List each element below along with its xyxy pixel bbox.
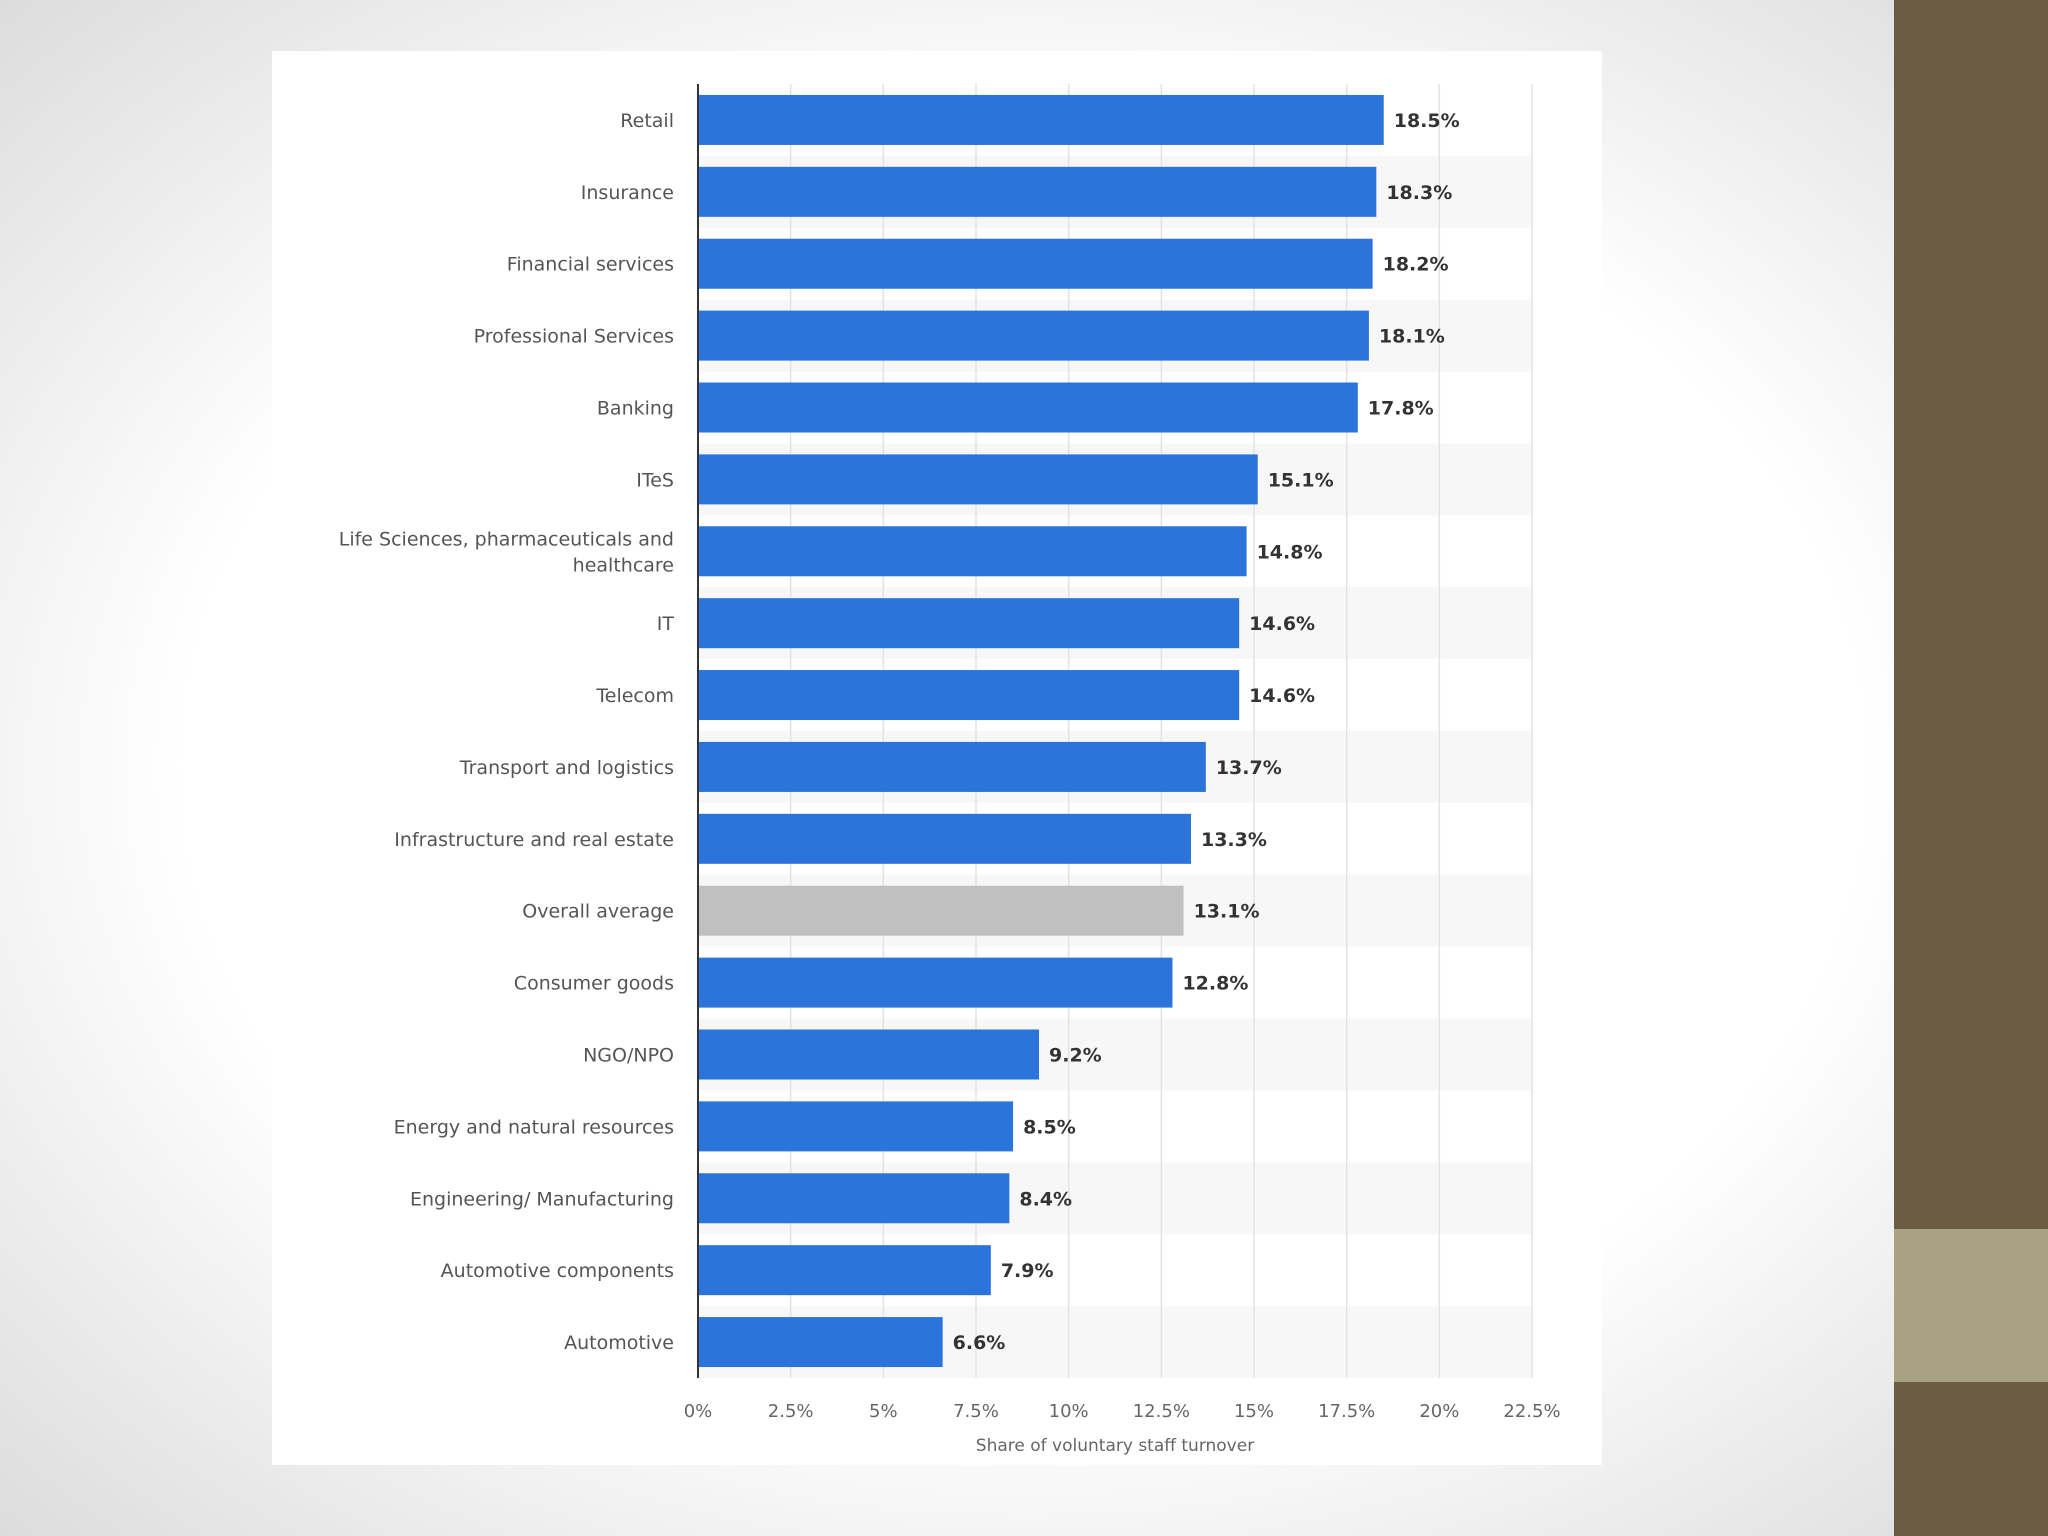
category-label: Automotive [564,1332,674,1354]
value-label: 14.6% [1249,613,1315,635]
bar [698,238,1373,289]
category-label: ITeS [636,469,674,491]
value-label: 6.6% [953,1332,1006,1354]
x-axis-title: Share of voluntary staff turnover [976,1436,1254,1456]
value-label: 13.3% [1201,829,1267,851]
x-tick-label: 17.5% [1318,1401,1375,1422]
bar [698,310,1369,361]
bar [698,1101,1014,1152]
category-label: Consumer goods [514,973,674,995]
bar [698,1317,943,1368]
x-tick-label: 5% [869,1401,898,1422]
x-tick-label: 0% [684,1401,713,1422]
value-label: 8.4% [1019,1188,1072,1210]
x-tick-label: 7.5% [953,1401,999,1422]
category-label: Overall average [522,901,674,923]
side-panel-light [1894,1229,2048,1382]
value-label: 13.1% [1194,901,1260,923]
value-label: 18.2% [1383,254,1449,276]
category-label: Insurance [581,182,674,204]
value-label: 9.2% [1049,1045,1102,1067]
value-label: 18.5% [1394,110,1460,132]
bar [698,526,1247,577]
category-label: Energy and natural resources [394,1116,674,1138]
value-label: 13.7% [1216,757,1282,779]
bar [698,382,1358,433]
grid-lines [789,84,1533,1378]
category-label: IT [657,613,675,635]
value-label: 12.8% [1182,973,1248,995]
value-label: 7.9% [1001,1260,1054,1282]
x-tick-labels: 0% 2.5% 5% 7.5% 10% 12.5% 15% 17.5% 20% 22.5% [684,1401,1561,1422]
category-label: Banking [597,398,674,420]
x-tick-label: 15% [1234,1401,1274,1422]
bars [698,94,1384,1368]
bar [698,454,1258,505]
value-label: 14.8% [1257,541,1323,563]
value-labels: 18.5% 18.3% 18.2% 18.1% 17.8% 15.1% 14.8% 14.6%… [953,110,1460,1354]
category-label: Financial services [507,254,674,276]
chart-card: Retail Insurance Financial services Profess… [272,51,1602,1465]
x-tick-label: 12.5% [1133,1401,1190,1422]
bar [698,1173,1010,1224]
category-label: NGO/NPO [583,1045,674,1067]
category-label: Transport and logistics [459,757,674,779]
x-tick-label: 22.5% [1503,1401,1560,1422]
bar [698,670,1240,721]
bar [698,1029,1040,1080]
value-label: 18.1% [1379,326,1445,348]
bar [698,598,1240,649]
bar-chart: Retail Insurance Financial services Profess… [339,84,1561,1456]
category-label: Life Sciences, pharmaceuticals and health… [339,528,674,576]
bar [698,813,1191,864]
category-label: Automotive components [441,1260,674,1282]
value-label: 18.3% [1386,182,1452,204]
bar [698,957,1173,1008]
category-labels: Retail Insurance Financial services Profess… [339,110,675,1354]
bar [698,885,1184,936]
value-label: 14.6% [1249,685,1315,707]
category-label: Infrastructure and real estate [394,829,674,851]
category-label: Telecom [595,685,674,707]
x-tick-label: 10% [1049,1401,1089,1422]
bar [698,94,1384,145]
category-label: Professional Services [474,326,674,348]
x-tick-label: 20% [1419,1401,1459,1422]
value-label: 15.1% [1268,469,1334,491]
bar [698,741,1206,792]
category-label: Engineering/ Manufacturing [410,1188,674,1210]
value-label: 17.8% [1368,398,1434,420]
bar [698,166,1377,217]
x-tick-label: 2.5% [768,1401,814,1422]
value-label: 8.5% [1023,1116,1076,1138]
category-label: Retail [620,110,674,132]
bar [698,1245,991,1296]
